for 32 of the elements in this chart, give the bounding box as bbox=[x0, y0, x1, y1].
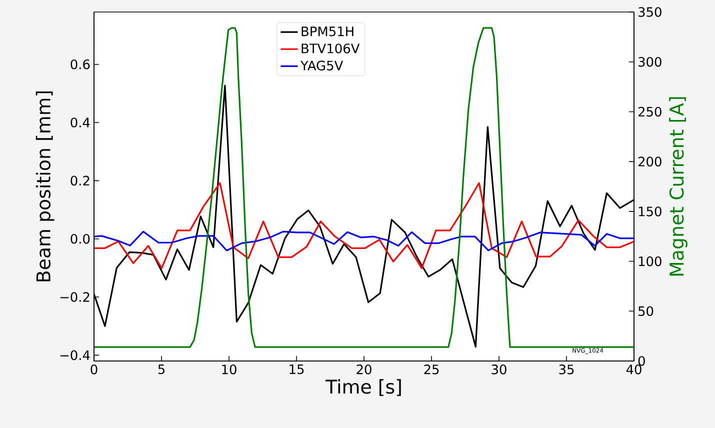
y-tick-label: 0.0 bbox=[70, 234, 90, 244]
x-tick-label: 15 bbox=[290, 364, 304, 374]
y-axis-title: Beam position [mm] bbox=[36, 91, 54, 282]
x-tick-label: 35 bbox=[559, 364, 574, 374]
line-series bbox=[94, 230, 634, 252]
line-series bbox=[94, 182, 634, 270]
y-tick-label: 0.4 bbox=[70, 118, 90, 128]
y2-tick-label: 50 bbox=[638, 306, 654, 316]
x-tick-label: 40 bbox=[626, 364, 642, 374]
x-tick-label: 0 bbox=[90, 364, 98, 374]
x-axis-title: Time [s] bbox=[325, 379, 401, 396]
x-tick-label: 5 bbox=[158, 364, 164, 374]
x-tick-label: 10 bbox=[222, 364, 236, 374]
y-tick-label: −0.2 bbox=[60, 292, 90, 302]
x-tick-label: 20 bbox=[356, 364, 372, 374]
legend-label: BTV106V bbox=[302, 44, 360, 54]
y2-tick-label: 300 bbox=[638, 56, 662, 67]
y-tick-label: 0.2 bbox=[70, 176, 90, 186]
x-tick-label: 25 bbox=[424, 364, 439, 374]
y2-tick-label: 0 bbox=[638, 356, 645, 366]
y2-tick-label: 100 bbox=[638, 256, 662, 266]
x-tick-label: 30 bbox=[492, 364, 506, 374]
y2-tick-label: 250 bbox=[638, 106, 662, 117]
legend-label: YAG5V bbox=[300, 60, 344, 70]
y2-tick-label: 150 bbox=[638, 206, 662, 216]
y-tick-label: −0.4 bbox=[60, 350, 90, 360]
y-tick-label: 0.6 bbox=[70, 59, 90, 70]
y2-tick-label: 200 bbox=[638, 156, 662, 166]
y2-axis-title: Magnet Current [A] bbox=[669, 97, 688, 276]
legend-label: BPM51H bbox=[302, 26, 354, 36]
y2-tick-label: 350 bbox=[638, 7, 662, 17]
line-series bbox=[94, 27, 634, 348]
